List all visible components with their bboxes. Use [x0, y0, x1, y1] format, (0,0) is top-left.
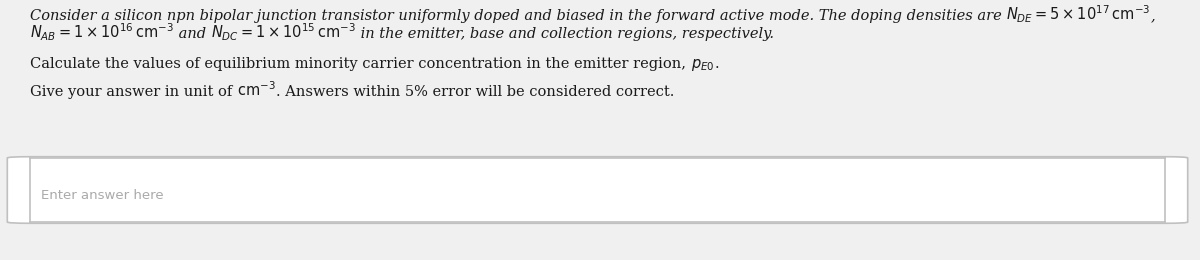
Text: ,: , [1151, 9, 1156, 23]
Text: $N_{DC} = 1 \times 10^{15}\,\mathrm{cm}^{-3}$: $N_{DC} = 1 \times 10^{15}\,\mathrm{cm}^… [211, 21, 355, 43]
Text: $N_{DE} = 5 \times 10^{17}\,\mathrm{cm}^{-3}$: $N_{DE} = 5 \times 10^{17}\,\mathrm{cm}^… [1007, 3, 1151, 25]
Text: $N_{AB} = 1 \times 10^{16}\,\mathrm{cm}^{-3}$: $N_{AB} = 1 \times 10^{16}\,\mathrm{cm}^… [30, 21, 174, 43]
Text: Consider a silicon npn bipolar junction transistor uniformly doped and biased in: Consider a silicon npn bipolar junction … [30, 9, 1007, 23]
Text: .: . [714, 57, 719, 71]
FancyBboxPatch shape [7, 157, 1188, 223]
Text: . Answers within 5% error will be considered correct.: . Answers within 5% error will be consid… [276, 85, 674, 99]
Text: $p_{E0}$: $p_{E0}$ [691, 57, 714, 73]
Text: Enter answer here: Enter answer here [41, 188, 164, 202]
Text: $\mathrm{cm}^{-3}$: $\mathrm{cm}^{-3}$ [236, 80, 276, 99]
Text: Give your answer in unit of: Give your answer in unit of [30, 85, 236, 99]
Text: and: and [174, 27, 211, 41]
Text: in the emitter, base and collection regions, respectively.: in the emitter, base and collection regi… [355, 27, 774, 41]
Text: Calculate the values of equilibrium minority carrier concentration in the emitte: Calculate the values of equilibrium mino… [30, 57, 691, 71]
